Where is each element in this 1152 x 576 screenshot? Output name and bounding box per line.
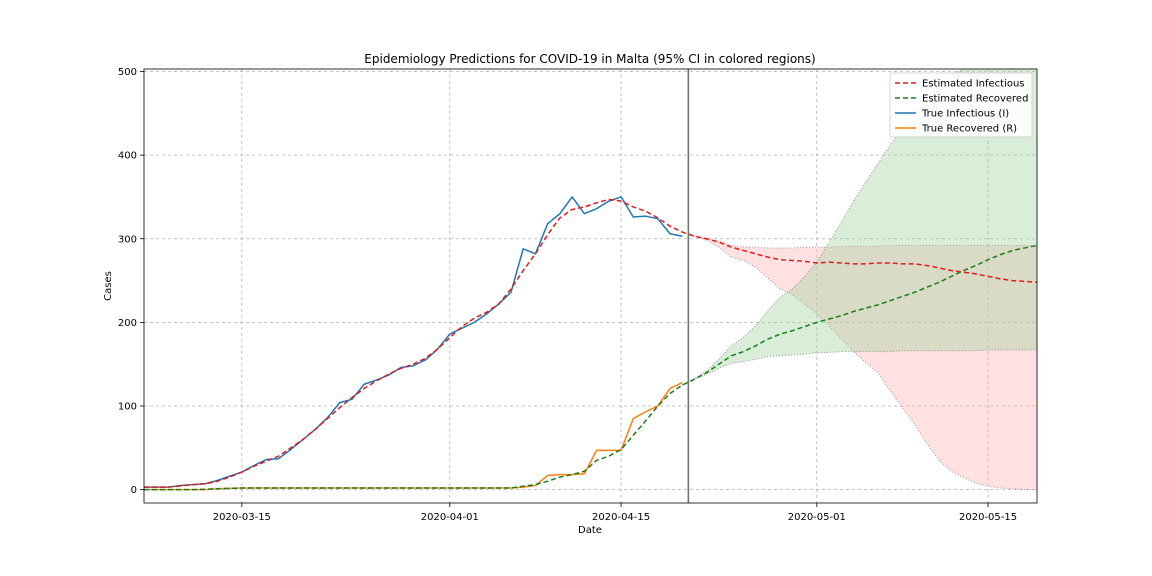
ci-band-estimated-infectious <box>682 232 1037 490</box>
ci-band-estimated-recovered <box>682 69 1037 386</box>
ci-lower-edge <box>682 349 1037 386</box>
x-tick-label: 2020-03-15 <box>213 512 271 523</box>
x-tick-label: 2020-05-15 <box>959 512 1017 523</box>
x-tick-label: 2020-04-01 <box>421 512 479 523</box>
x-axis-label: Date <box>578 525 602 536</box>
x-axis: 2020-03-15 2020-04-01 2020-04-15 2020-05-01… <box>213 503 1017 523</box>
y-axis: 0 100 200 300 400 500 <box>118 67 144 496</box>
y-tick-label: 0 <box>131 485 137 496</box>
series-lines <box>144 196 1038 491</box>
legend-box <box>889 72 1033 138</box>
series-line-estimated-infectious <box>144 198 1038 488</box>
chart-title: Epidemiology Predictions for COVID-19 in… <box>364 52 815 66</box>
plot-background <box>144 69 1037 503</box>
x-tick-label: 2020-04-15 <box>592 512 650 523</box>
y-axis-label: Cases <box>103 271 114 301</box>
series-line-true-infectious-i <box>144 196 683 488</box>
ci-upper-edge <box>682 231 1037 249</box>
y-tick-label: 500 <box>118 67 137 78</box>
legend-label-true-recovered-r: True Recovered (R) <box>921 124 1017 135</box>
gridlines <box>144 69 1037 503</box>
x-tick-label: 2020-05-01 <box>788 512 846 523</box>
plot-frame <box>143 68 1038 504</box>
confidence-bands <box>682 68 1037 491</box>
plot-area <box>143 68 1038 504</box>
series-line-estimated-recovered <box>144 244 1038 491</box>
legend-label-true-infectious-i: True Infectious (I) <box>921 109 1009 120</box>
y-tick-label: 200 <box>118 318 137 329</box>
legend-label-estimated-infectious: Estimated Infectious <box>922 79 1025 90</box>
legend-label-estimated-recovered: Estimated Recovered <box>922 94 1028 105</box>
legend: Estimated Infectious Estimated Recovered T… <box>889 72 1033 138</box>
y-tick-label: 400 <box>118 151 137 162</box>
y-tick-label: 100 <box>118 401 137 412</box>
ci-upper-edge <box>682 68 1037 386</box>
ci-lower-edge <box>682 231 1037 491</box>
y-tick-label: 300 <box>118 234 137 245</box>
